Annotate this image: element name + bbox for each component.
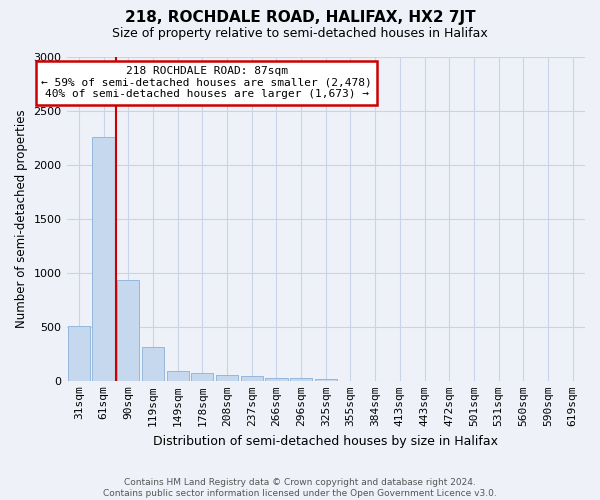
Text: 218 ROCHDALE ROAD: 87sqm
← 59% of semi-detached houses are smaller (2,478)
40% o: 218 ROCHDALE ROAD: 87sqm ← 59% of semi-d… — [41, 66, 372, 100]
Bar — [314, 379, 337, 381]
Bar — [68, 326, 90, 381]
Y-axis label: Number of semi-detached properties: Number of semi-detached properties — [15, 110, 28, 328]
Bar — [191, 373, 214, 381]
Text: Size of property relative to semi-detached houses in Halifax: Size of property relative to semi-detach… — [112, 28, 488, 40]
Bar — [92, 137, 115, 381]
Bar — [290, 378, 312, 381]
Bar — [167, 371, 189, 381]
Bar — [241, 376, 263, 381]
Bar — [142, 347, 164, 381]
Bar — [265, 378, 287, 381]
Bar — [117, 280, 139, 381]
Text: Contains HM Land Registry data © Crown copyright and database right 2024.
Contai: Contains HM Land Registry data © Crown c… — [103, 478, 497, 498]
Text: 218, ROCHDALE ROAD, HALIFAX, HX2 7JT: 218, ROCHDALE ROAD, HALIFAX, HX2 7JT — [125, 10, 475, 25]
X-axis label: Distribution of semi-detached houses by size in Halifax: Distribution of semi-detached houses by … — [153, 434, 498, 448]
Bar — [216, 375, 238, 381]
